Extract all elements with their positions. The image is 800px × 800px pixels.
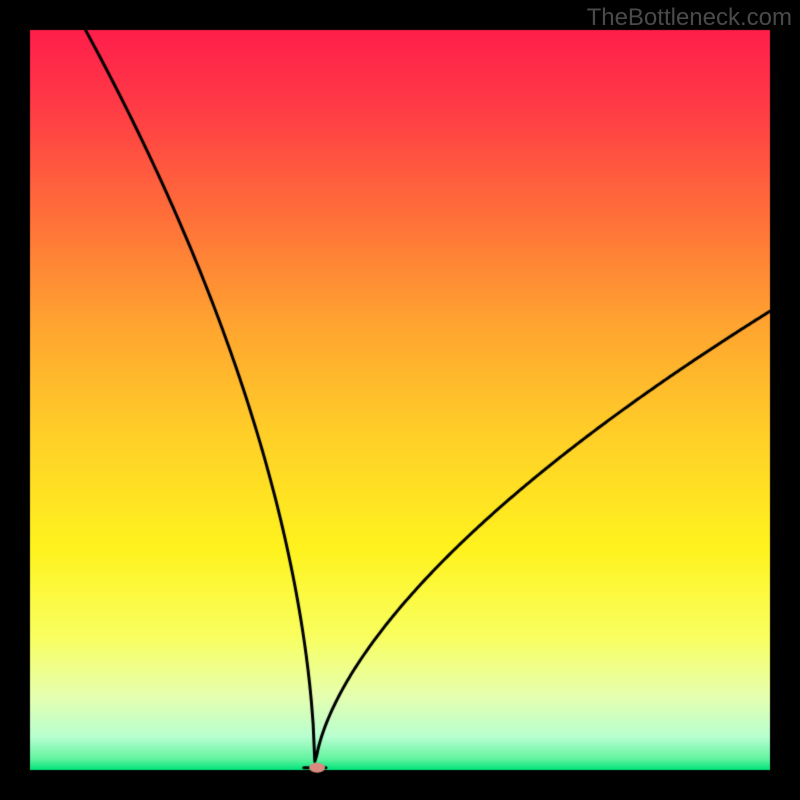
chart-root: TheBottleneck.com — [0, 0, 800, 800]
bottleneck-chart — [0, 0, 800, 800]
watermark-text: TheBottleneck.com — [587, 4, 792, 32]
